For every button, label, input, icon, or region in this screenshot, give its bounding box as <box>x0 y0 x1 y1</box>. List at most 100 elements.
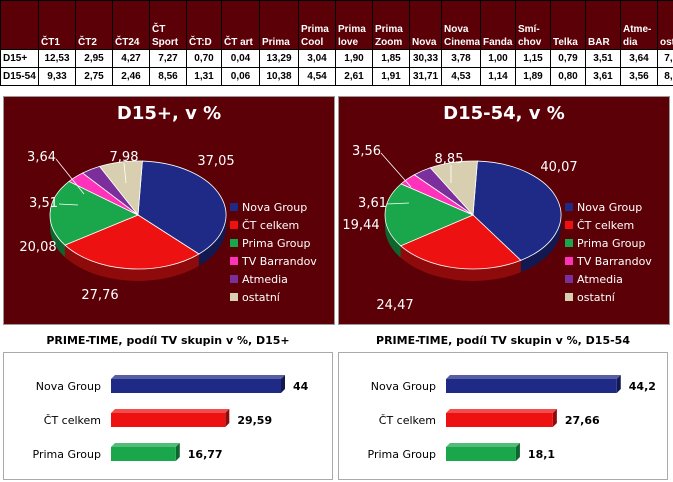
table-cell: 7,98 <box>657 49 673 68</box>
table-cell: 0,06 <box>221 67 260 86</box>
bar-top <box>446 375 621 379</box>
bar-side <box>552 409 557 427</box>
pie-chart-d15plus: 37,05 27,76 20,08 3,51 3,64 7,98 Nova Group ČT … <box>19 150 317 304</box>
leader-line <box>386 202 410 205</box>
table-cell: 0,79 <box>550 49 586 68</box>
pie-slice <box>137 160 227 255</box>
category-label: Prima Group <box>368 448 436 461</box>
legend-swatch <box>565 203 573 211</box>
table-cell: 2,46 <box>112 67 150 86</box>
pie-slice-side <box>50 215 65 258</box>
table-cell: 1,85 <box>372 49 410 68</box>
column-header: ČT2 <box>75 0 113 50</box>
table-cell: 0,80 <box>550 67 586 86</box>
legend-entry: Nova Group <box>242 201 307 214</box>
column-header: Nova Cinema <box>441 0 481 50</box>
table-cell: 10,38 <box>259 67 299 86</box>
bar-panel-d15plus: Nova Group 44 ČT celkem 29,59 Prima Group 16,… <box>3 352 333 480</box>
bar-top <box>446 443 520 447</box>
bar <box>111 379 281 393</box>
pie-data-label: 3,61 <box>358 196 387 211</box>
table-cell: 2,75 <box>75 67 113 86</box>
column-header: ČT art <box>221 0 260 50</box>
pie-slice-side <box>385 215 401 258</box>
bar-panel-d15-54: Nova Group 44,2 ČT celkem 27,66 Prima Group 1… <box>338 352 668 480</box>
bar <box>446 379 617 393</box>
row-label: D15-54 <box>0 67 39 86</box>
bar-side <box>616 375 621 393</box>
pie-data-label: 20,08 <box>19 240 56 255</box>
bar-chart-d15plus: Nova Group 44 ČT celkem 29,59 Prima Group 16,… <box>33 375 309 461</box>
table-cell: 4,54 <box>298 67 336 86</box>
table-cell: 3,64 <box>620 49 658 68</box>
column-header: Telka <box>550 0 586 50</box>
legend-swatch <box>230 239 238 247</box>
column-header: Prima Zoom <box>372 0 410 50</box>
legend-entry: TV Barrandov <box>241 255 317 268</box>
category-label: ČT celkem <box>379 414 436 427</box>
table-cell: 1,89 <box>515 67 551 86</box>
category-label: Nova Group <box>371 380 436 393</box>
table-cell: 3,61 <box>585 67 621 86</box>
table-cell: 30,33 <box>409 49 442 68</box>
bar-data-label: 44 <box>293 380 309 393</box>
pie-slice-side <box>64 245 199 281</box>
bar-data-label: 27,66 <box>565 414 600 427</box>
bar-top <box>111 375 285 379</box>
bar <box>446 413 553 427</box>
table-cell: 4,53 <box>441 67 481 86</box>
legend-entry: Nova Group <box>577 201 642 214</box>
legend-swatch <box>565 293 573 301</box>
table-cell: 1,91 <box>372 67 410 86</box>
category-label: ČT celkem <box>44 414 101 427</box>
column-header: Prima <box>259 0 299 50</box>
bar <box>111 447 176 461</box>
pie-data-label: 7,98 <box>110 150 139 165</box>
legend-swatch <box>230 221 238 229</box>
bar-data-label: 44,2 <box>629 380 656 393</box>
column-header: Smí-chov <box>515 0 551 50</box>
table-cell: 0,70 <box>186 49 222 68</box>
column-header: Fanda <box>480 0 516 50</box>
pie-slice <box>399 214 522 270</box>
table-cell: 3,04 <box>298 49 336 68</box>
table-cell: 13,29 <box>259 49 299 68</box>
bar-top <box>111 443 180 447</box>
legend-swatch <box>230 275 238 283</box>
pie-panel-d15plus: D15+, v % 37,05 27,76 20,08 3,51 3,64 7,98 Nov… <box>3 96 335 325</box>
bar-side <box>175 443 180 461</box>
pie-data-label: 3,64 <box>27 150 56 165</box>
category-label: Prima Group <box>33 448 101 461</box>
pie-slice <box>429 160 478 216</box>
bar-chart-d15-54: Nova Group 44,2 ČT celkem 27,66 Prima Group 1… <box>368 375 656 461</box>
pie-data-label: 24,47 <box>376 298 413 313</box>
column-header: ČT1 <box>38 0 76 50</box>
pie-title: D15+, v % <box>116 103 222 124</box>
pie-slice <box>98 160 143 217</box>
column-header: ČT24 <box>112 0 150 50</box>
legend-entry: ČT celkem <box>242 219 299 232</box>
legend-entry: ostatní <box>577 291 616 304</box>
column-header: BAR <box>585 0 621 50</box>
legend-entry: ostatní <box>242 291 281 304</box>
table-cell: 0,04 <box>221 49 260 68</box>
pie-slice <box>49 180 139 246</box>
legend-swatch <box>565 221 573 229</box>
legend-swatch <box>565 275 573 283</box>
pie-data-label: 19,44 <box>342 218 379 233</box>
legend-swatch <box>565 257 573 265</box>
bar-side <box>225 409 230 427</box>
legend-entry: ČT celkem <box>577 219 634 232</box>
share-table: ČT1 ČT2 ČT24 ČT Sport ČT:D ČT art Prima Prima C… <box>0 0 673 96</box>
leader-line <box>380 152 412 188</box>
table-row: D15-54 9,33 2,75 2,46 8,56 1,31 0,06 10,38 4,54 2… <box>0 67 673 86</box>
pie-slice <box>384 183 475 247</box>
table-cell: 3,78 <box>441 49 481 68</box>
bar <box>111 413 226 427</box>
table-cell: 9,33 <box>38 67 76 86</box>
legend-entry: Prima Group <box>577 237 645 250</box>
legend-swatch <box>565 239 573 247</box>
column-header: ČT Sport <box>149 0 187 50</box>
table-cell: 31,71 <box>409 67 442 86</box>
column-header: Nova <box>409 0 442 50</box>
